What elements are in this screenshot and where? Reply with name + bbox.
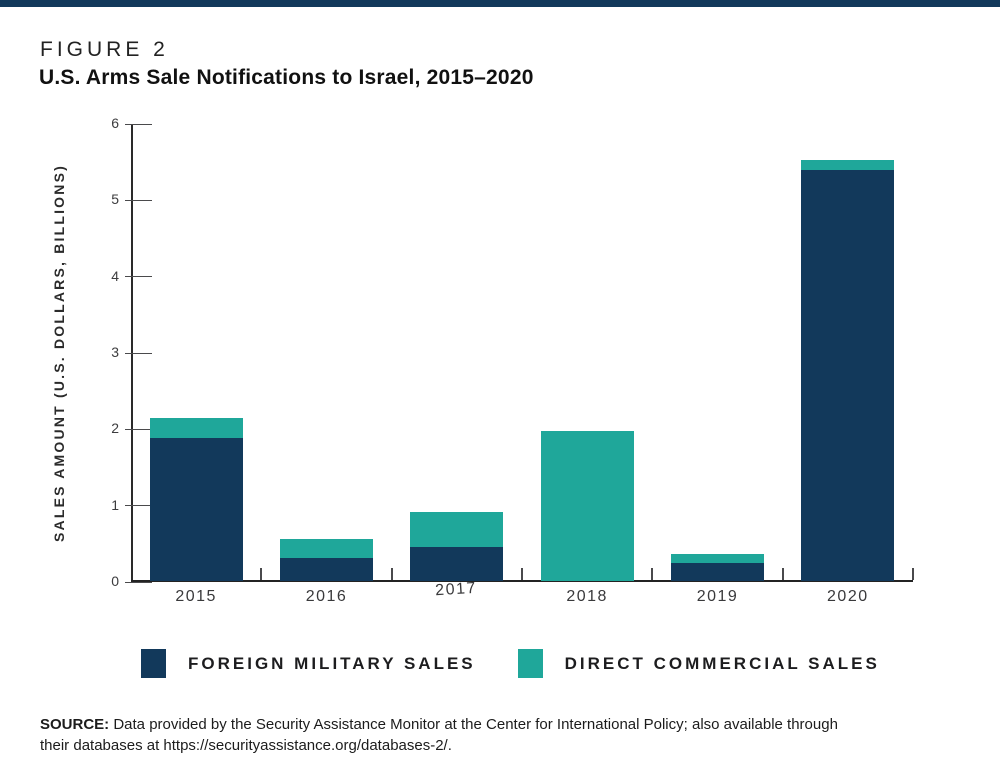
y-tick-label: 0 <box>111 573 119 589</box>
bar-2019-fms <box>671 563 764 581</box>
legend: FOREIGN MILITARY SALES DIRECT COMMERCIAL… <box>141 649 880 678</box>
y-tick-label: 2 <box>111 420 119 437</box>
y-tick <box>125 199 152 201</box>
x-tick <box>651 568 654 580</box>
top-rule <box>0 0 1000 7</box>
fms-swatch-icon <box>141 649 166 678</box>
legend-label-fms: FOREIGN MILITARY SALES <box>188 653 476 673</box>
bar-2015-fms <box>149 437 243 581</box>
x-tick <box>521 568 523 580</box>
y-tick-label: 6 <box>111 115 119 131</box>
bar-2020-fms <box>801 169 895 581</box>
x-label-2019: 2019 <box>696 588 739 605</box>
y-tick-label: 5 <box>111 191 119 208</box>
y-tick-label: 4 <box>111 267 119 284</box>
bar-2015-dcs <box>149 418 243 438</box>
legend-item-dcs: DIRECT COMMERCIAL SALES <box>517 649 880 678</box>
source-label: SOURCE: <box>40 716 110 733</box>
y-tick <box>125 123 152 125</box>
legend-item-fms: FOREIGN MILITARY SALES <box>141 649 476 678</box>
plot-area: 0 1 2 3 4 5 6 2015 2016 2017 2018 2019 2020 <box>111 115 914 605</box>
source-note: SOURCE: Data provided by the Security As… <box>40 714 970 756</box>
x-label-2020: 2020 <box>827 588 869 605</box>
bar-2016-dcs <box>280 539 373 559</box>
x-label-2018: 2018 <box>566 588 608 605</box>
bar-2016-fms <box>280 558 373 581</box>
y-tick-label: 3 <box>111 344 119 360</box>
y-tick <box>125 276 152 278</box>
y-tick-label: 1 <box>111 496 119 513</box>
figure-title: U.S. Arms Sale Notifications to Israel, … <box>39 66 534 89</box>
y-tick <box>125 581 152 583</box>
figure-label: FIGURE 2 <box>40 38 169 61</box>
bar-2019-dcs <box>671 553 764 564</box>
x-tick <box>912 568 914 580</box>
bar-2020-dcs <box>801 159 895 170</box>
bar-2018-dcs <box>540 430 634 581</box>
bar-2017-dcs <box>410 512 504 547</box>
bar-2017-fms <box>410 546 504 581</box>
y-tick <box>125 428 152 430</box>
x-label-2015: 2015 <box>175 588 217 605</box>
y-tick <box>125 505 152 507</box>
x-axis-line <box>131 580 913 582</box>
x-label-2016: 2016 <box>305 588 348 605</box>
y-tick <box>125 352 152 354</box>
y-axis-title: SALES AMOUNT (U.S. DOLLARS, BILLIONS) <box>51 164 67 542</box>
x-tick <box>260 568 263 580</box>
source-line-1: SOURCE: Data provided by the Security As… <box>40 716 838 733</box>
x-tick <box>390 568 393 580</box>
dcs-swatch-icon <box>517 649 543 678</box>
source-line-2: their databases at https://securityassis… <box>40 737 452 754</box>
legend-label-dcs: DIRECT COMMERCIAL SALES <box>564 653 880 673</box>
x-tick <box>781 568 784 580</box>
